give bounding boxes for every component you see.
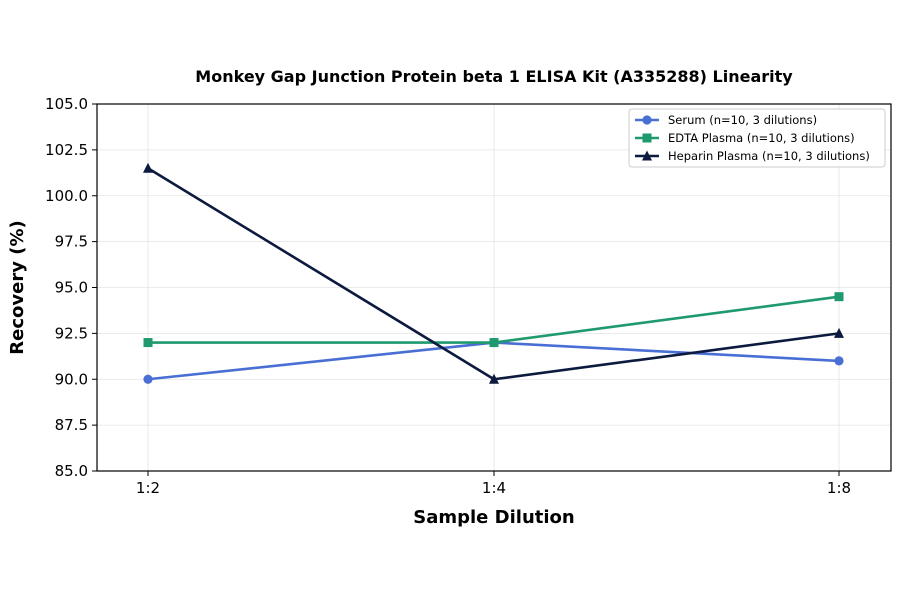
legend-frame	[628, 108, 886, 168]
tick-layer: 85.0 87.5 90.0 92.5 95.0 97.5 100.0 102.5 105.0 1…	[45, 95, 851, 497]
data-point-marker	[143, 338, 153, 348]
x-tick-label: 1:4	[482, 479, 506, 497]
legend-item: Heparin Plasma (n=10, 3 dilutions)	[635, 149, 870, 163]
x-axis-label: Sample Dilution	[413, 507, 574, 528]
y-tick-label: 105.0	[45, 95, 88, 113]
chart-title: Monkey Gap Junction Protein beta 1 ELISA…	[195, 67, 793, 86]
y-axis-label: Recovery (%)	[7, 220, 28, 354]
data-point-marker	[143, 374, 153, 384]
y-tick-label: 85.0	[55, 462, 88, 480]
data-point-marker	[143, 162, 153, 173]
series-layer	[143, 162, 844, 384]
data-point-marker	[489, 373, 499, 384]
legend-marker	[642, 115, 652, 125]
series-2	[143, 162, 844, 384]
series-line	[148, 295, 840, 344]
y-tick-label: 102.5	[45, 141, 88, 159]
y-tick-label: 100.0	[45, 187, 88, 205]
legend: Serum (n=10, 3 dilutions) EDTA Plasma (n=…	[628, 108, 886, 168]
y-tick-label: 87.5	[55, 416, 88, 434]
legend-item: Serum (n=10, 3 dilutions)	[635, 113, 817, 127]
y-tick-label: 97.5	[55, 233, 88, 251]
series-line	[147, 167, 840, 381]
legend-marker	[642, 133, 652, 143]
legend-label: EDTA Plasma (n=10, 3 dilutions)	[668, 131, 855, 145]
data-point-marker	[834, 356, 844, 366]
y-tick-label: 90.0	[55, 370, 88, 388]
legend-marker	[642, 150, 652, 161]
y-tick-label: 92.5	[55, 324, 88, 342]
x-tick-label: 1:8	[827, 479, 851, 497]
legend-item: EDTA Plasma (n=10, 3 dilutions)	[635, 131, 855, 145]
y-tick-label: 95.0	[55, 279, 88, 297]
legend-label: Serum (n=10, 3 dilutions)	[668, 113, 817, 127]
legend-label: Heparin Plasma (n=10, 3 dilutions)	[668, 149, 870, 163]
data-point-marker	[489, 338, 499, 348]
x-tick-label: 1:2	[136, 479, 160, 497]
data-point-marker	[834, 327, 844, 338]
series-1	[143, 292, 844, 348]
data-point-marker	[834, 292, 844, 302]
